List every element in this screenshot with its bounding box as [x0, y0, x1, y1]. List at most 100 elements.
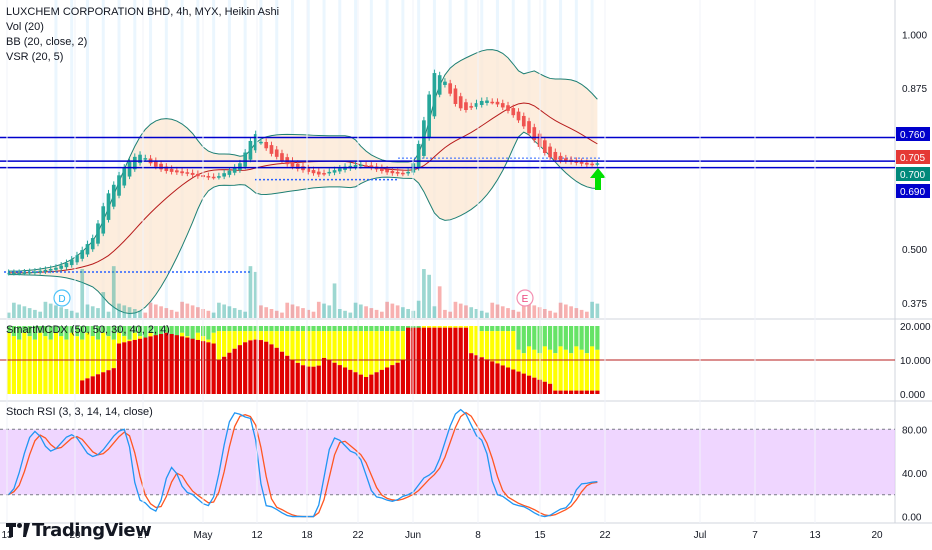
- mcdx-bar-yellow: [27, 336, 32, 394]
- mcdx-bar-yellow: [579, 349, 584, 391]
- mcdx-bar-yellow: [211, 332, 216, 344]
- mcdx-bar-red: [132, 339, 137, 394]
- mcdx-bar-yellow: [484, 331, 490, 360]
- mcdx-bar-yellow: [332, 331, 337, 363]
- time-tick-label: 27: [137, 530, 149, 541]
- volume-bar: [127, 307, 132, 318]
- price-tag: [896, 127, 930, 141]
- mcdx-bar-red: [195, 339, 200, 394]
- mcdx-bar-green: [195, 326, 200, 333]
- mcdx-bar-red: [122, 342, 127, 394]
- candle-body: [280, 153, 284, 162]
- mcdx-bar-red: [421, 327, 427, 394]
- mcdx-bar-red: [558, 390, 563, 394]
- mcdx-bar-green: [532, 326, 537, 350]
- mcdx-bar-yellow: [479, 331, 484, 358]
- mcdx-bar-yellow: [453, 326, 458, 328]
- mcdx-bar-yellow: [469, 326, 474, 354]
- mcdx-bar-red: [337, 365, 342, 394]
- volume-bar: [290, 304, 295, 318]
- volume-bar: [238, 309, 242, 318]
- volume-bar: [269, 309, 274, 318]
- mcdx-bar-red: [185, 337, 190, 394]
- candle-body: [595, 163, 600, 165]
- legend-bb[interactable]: BB (20, close, 2): [6, 36, 88, 48]
- mcdx-bar-red: [500, 365, 505, 394]
- volume-bar: [490, 302, 495, 318]
- mcdx-bar-green: [363, 326, 369, 332]
- price-tag-label: 0.700: [900, 170, 925, 181]
- volume-bar: [448, 311, 453, 318]
- candle-body: [585, 162, 589, 165]
- mcdx-label[interactable]: SmartMCDX (50, 50, 30, 40, 2, 4): [6, 324, 170, 336]
- volume-bar: [153, 304, 158, 318]
- volume-bar: [479, 310, 484, 318]
- volume-bar: [117, 303, 121, 318]
- volume-bar: [143, 312, 148, 318]
- mcdx-bar-green: [143, 326, 148, 340]
- mcdx-bar-green: [243, 326, 248, 332]
- volume-bar: [416, 300, 421, 318]
- legend-vol[interactable]: Vol (20): [6, 21, 44, 33]
- mcdx-bar-yellow: [85, 332, 90, 379]
- legend-title[interactable]: LUXCHEM CORPORATION BHD, 4h, MYX, Heikin…: [6, 6, 280, 18]
- mcdx-bar-red: [526, 375, 532, 394]
- volume-bar: [516, 311, 521, 318]
- mcdx-bar-red: [516, 371, 521, 394]
- candle-body: [290, 160, 295, 167]
- mcdx-bar-yellow: [369, 331, 374, 375]
- mcdx-bar-red: [179, 336, 185, 394]
- candle-body: [59, 265, 64, 269]
- price-tag: [896, 184, 930, 198]
- legend-vsr[interactable]: VSR (20, 5): [6, 51, 64, 63]
- mcdx-bar-red: [148, 336, 153, 394]
- mcdx-bar-green: [563, 326, 568, 350]
- mcdx-bar-yellow: [258, 331, 264, 341]
- mcdx-bar-green: [547, 326, 553, 350]
- mcdx-bar-red: [437, 327, 442, 394]
- mcdx-bar-red: [595, 390, 600, 394]
- volume-bar: [285, 302, 290, 318]
- candle-body: [506, 105, 510, 111]
- mcdx-bar-yellow: [264, 331, 269, 342]
- volume-bar: [353, 302, 358, 318]
- mcdx-bar-red: [206, 342, 211, 394]
- time-tick-label: 20: [69, 530, 81, 541]
- candle-body: [437, 75, 442, 95]
- mcdx-bar-red: [316, 365, 321, 394]
- volume-bar: [243, 311, 248, 318]
- mcdx-bar-green: [342, 326, 348, 332]
- volume-bar: [280, 312, 284, 318]
- mcdx-bar-yellow: [437, 326, 442, 328]
- stoch-k-line: [8, 408, 598, 518]
- volume-bar: [306, 309, 311, 318]
- mcdx-bar-yellow: [474, 326, 479, 356]
- mcdx-bar-red: [227, 352, 232, 394]
- bb-fill: [8, 49, 598, 314]
- mcdx-bar-green: [27, 326, 32, 337]
- candle-body: [38, 270, 43, 273]
- logo-text: TradingView: [32, 520, 152, 541]
- mcdx-bar-yellow: [237, 331, 243, 346]
- mcdx-bar-red: [174, 335, 179, 394]
- vsr-stripe: [101, 0, 105, 318]
- mcdx-bar-yellow: [179, 332, 185, 337]
- mcdx-bar-green: [332, 326, 337, 332]
- mcdx-bar-yellow: [505, 331, 511, 368]
- candle-body: [337, 168, 342, 172]
- mcdx-bar-green: [369, 326, 374, 332]
- stoch-label[interactable]: Stoch RSI (3, 3, 14, 14, close): [6, 406, 153, 418]
- mcdx-bar-red: [590, 390, 595, 394]
- mcdx-bar-yellow: [32, 339, 38, 394]
- mcdx-bar-green: [6, 326, 11, 333]
- mcdx-bar-yellow: [490, 331, 495, 362]
- mcdx-bar-green: [106, 326, 111, 337]
- volume-bar: [521, 301, 526, 318]
- mcdx-bar-yellow: [558, 346, 563, 391]
- mcdx-bar-yellow: [374, 331, 379, 373]
- tradingview-logo[interactable]: TradingView: [6, 520, 152, 541]
- mcdx-bar-red: [363, 377, 369, 394]
- mcdx-bar-yellow: [227, 331, 232, 353]
- candle-body: [516, 111, 521, 121]
